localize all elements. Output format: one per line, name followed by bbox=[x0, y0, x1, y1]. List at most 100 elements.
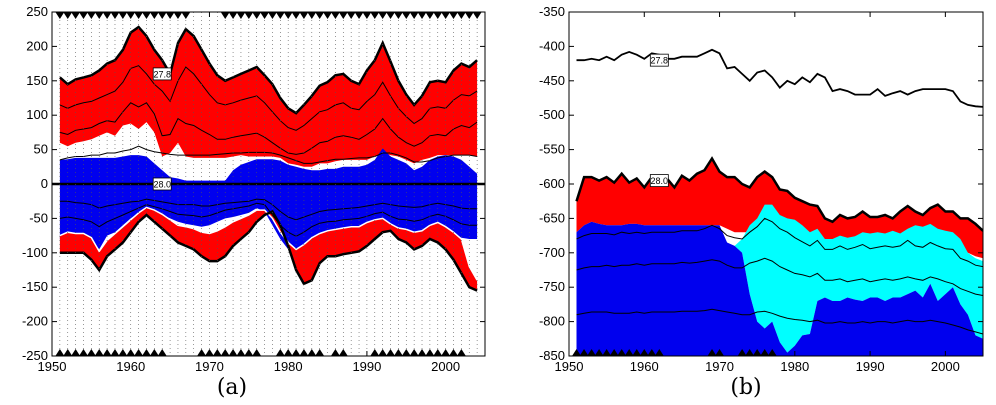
panel-b-bottom-marker bbox=[639, 349, 649, 356]
panel-a-y-tick-label: -200 bbox=[22, 314, 48, 329]
panel-b-bottom-marker bbox=[745, 349, 755, 356]
panel-a-top-marker bbox=[433, 12, 443, 19]
panel-a-y-tick-label: 0 bbox=[41, 176, 48, 191]
panel-a-bottom-marker bbox=[330, 349, 340, 356]
panel-a-top-marker bbox=[393, 12, 403, 19]
panel-a-top-marker bbox=[291, 12, 301, 19]
panel-a-top-marker bbox=[260, 12, 270, 19]
panel-b: 1950 1960 1970 1980 1990 2000 -350 -400 -450 -500… bbox=[539, 4, 984, 400]
panel-a-top-marker bbox=[378, 12, 388, 19]
panel-a: 1950 1960 1970 1980 1990 2000 250 200 150 100 50 0 -… bbox=[22, 4, 486, 400]
panel-a-bottom-marker bbox=[307, 349, 317, 356]
panel-a-x-tick-label: 1990 bbox=[352, 359, 381, 374]
panel-a-y-tick-label: 150 bbox=[26, 73, 48, 88]
panel-b-isopycnal-label-box bbox=[649, 174, 669, 187]
panel-a-bottom-marker bbox=[63, 349, 73, 356]
panel-a-top-marker bbox=[354, 12, 364, 19]
panel-a-y-tick-label: -50 bbox=[29, 210, 48, 225]
panel-a-y-tick-label: 50 bbox=[34, 142, 48, 157]
panel-a-top-marker bbox=[456, 12, 466, 19]
panel-a-top-marker bbox=[126, 12, 136, 19]
panel-b-x-tick-label: 1970 bbox=[705, 359, 734, 374]
panel-a-bottom-marker bbox=[433, 349, 443, 356]
panel-a-top-marker bbox=[86, 12, 96, 19]
panel-a-bottom-marker bbox=[157, 349, 167, 356]
panel-a-upper-blue-band bbox=[59, 148, 478, 184]
panel-a-upper-line-1 bbox=[59, 65, 478, 131]
panel-a-bottom-marker bbox=[118, 349, 128, 356]
panel-a-top-marker bbox=[409, 12, 419, 19]
panel-a-top-marker bbox=[78, 12, 88, 19]
panel-a-top-marker bbox=[449, 12, 459, 19]
panel-b-lines bbox=[575, 48, 983, 335]
panel-a-top-marker bbox=[425, 12, 435, 19]
panel-a-bottom-marker bbox=[78, 349, 88, 356]
panel-b-isopycnal-labels: 27.8 28.0 bbox=[649, 53, 669, 187]
panel-a-bottom-marker bbox=[378, 349, 388, 356]
panel-a-bottom-marker bbox=[244, 349, 254, 356]
panel-a-top-marker bbox=[181, 12, 191, 19]
panel-b-bottom-marker bbox=[609, 349, 619, 356]
panel-a-bottom-marker bbox=[252, 349, 262, 356]
panel-a-markers bbox=[55, 12, 482, 356]
panel-a-bottom-marker bbox=[449, 349, 459, 356]
panel-a-bottom-marker bbox=[401, 349, 411, 356]
panel-a-isopycnal-label-box bbox=[152, 177, 172, 191]
panel-a-bottom-marker bbox=[102, 349, 112, 356]
panel-b-bottom-marker bbox=[624, 349, 634, 356]
panel-a-top-marker bbox=[338, 12, 348, 19]
panel-b-x-tick-label: 1950 bbox=[555, 359, 584, 374]
panel-b-ticks: 1950 1960 1970 1980 1990 2000 -350 -400 -450 -500… bbox=[539, 4, 960, 374]
panel-a-isopycnal-upper-line bbox=[59, 145, 478, 164]
panel-b-y-tick-label: -700 bbox=[539, 245, 565, 260]
panel-b-bottom-marker bbox=[654, 349, 664, 356]
panel-b-x-tick-label: 1960 bbox=[630, 359, 659, 374]
panel-a-lower-line-2 bbox=[59, 202, 478, 237]
panel-b-line-3 bbox=[576, 308, 983, 335]
panel-b-y-tick-label: -800 bbox=[539, 314, 565, 329]
panel-a-bottom-marker bbox=[338, 349, 348, 356]
panel-b-y-tick-label: -500 bbox=[539, 107, 565, 122]
panel-b-y-tick-label: -850 bbox=[539, 348, 565, 363]
panel-a-lower-blue-band bbox=[59, 184, 478, 253]
panel-a-bottom-marker bbox=[204, 349, 214, 356]
panel-a-bottom-marker bbox=[393, 349, 403, 356]
panel-b-red-top-line bbox=[575, 156, 983, 232]
panel-b-bottom-marker bbox=[707, 349, 717, 356]
panel-a-upper-red-band bbox=[59, 27, 478, 167]
panel-a-bottom-marker bbox=[417, 349, 427, 356]
panel-b-bottom-marker bbox=[715, 349, 725, 356]
panel-a-bottom-marker bbox=[197, 349, 207, 356]
panel-a-top-marker bbox=[464, 12, 474, 19]
panel-a-lower-bottom-line bbox=[59, 209, 478, 292]
panel-a-bottom-marker bbox=[441, 349, 451, 356]
panel-b-markers bbox=[572, 349, 777, 356]
panel-a-bottom-marker bbox=[55, 349, 65, 356]
panel-a-isopycnal-label-box bbox=[152, 67, 172, 81]
panel-a-top-marker bbox=[228, 12, 238, 19]
panel-a-bottom-marker bbox=[456, 349, 466, 356]
panel-a-top-marker bbox=[55, 12, 65, 19]
panel-a-y-tick-label: 200 bbox=[26, 38, 48, 53]
panel-a-bottom-marker bbox=[126, 349, 136, 356]
panel-b-bottom-marker bbox=[632, 349, 642, 356]
panel-b-bottom-marker bbox=[572, 349, 582, 356]
panel-b-y-tick-label: -600 bbox=[539, 176, 565, 191]
panel-a-top-marker bbox=[63, 12, 73, 19]
panel-a-top-marker bbox=[472, 12, 482, 19]
panel-a-top-marker bbox=[346, 12, 356, 19]
panel-a-top-marker bbox=[323, 12, 333, 19]
panel-a-top-marker bbox=[315, 12, 325, 19]
panel-b-isopycnal-label-text: 28.0 bbox=[651, 176, 669, 186]
panel-a-top-marker bbox=[110, 12, 120, 19]
panel-a-upper-top-line bbox=[59, 25, 478, 115]
panel-a-top-marker bbox=[401, 12, 411, 19]
panel-a-top-marker bbox=[267, 12, 277, 19]
panel-b-bottom-marker bbox=[647, 349, 657, 356]
panel-a-y-tick-label: 100 bbox=[26, 107, 48, 122]
panel-b-bottom-marker bbox=[760, 349, 770, 356]
panel-a-bottom-marker bbox=[299, 349, 309, 356]
panel-a-top-marker bbox=[299, 12, 309, 19]
panel-a-bottom-marker bbox=[275, 349, 285, 356]
